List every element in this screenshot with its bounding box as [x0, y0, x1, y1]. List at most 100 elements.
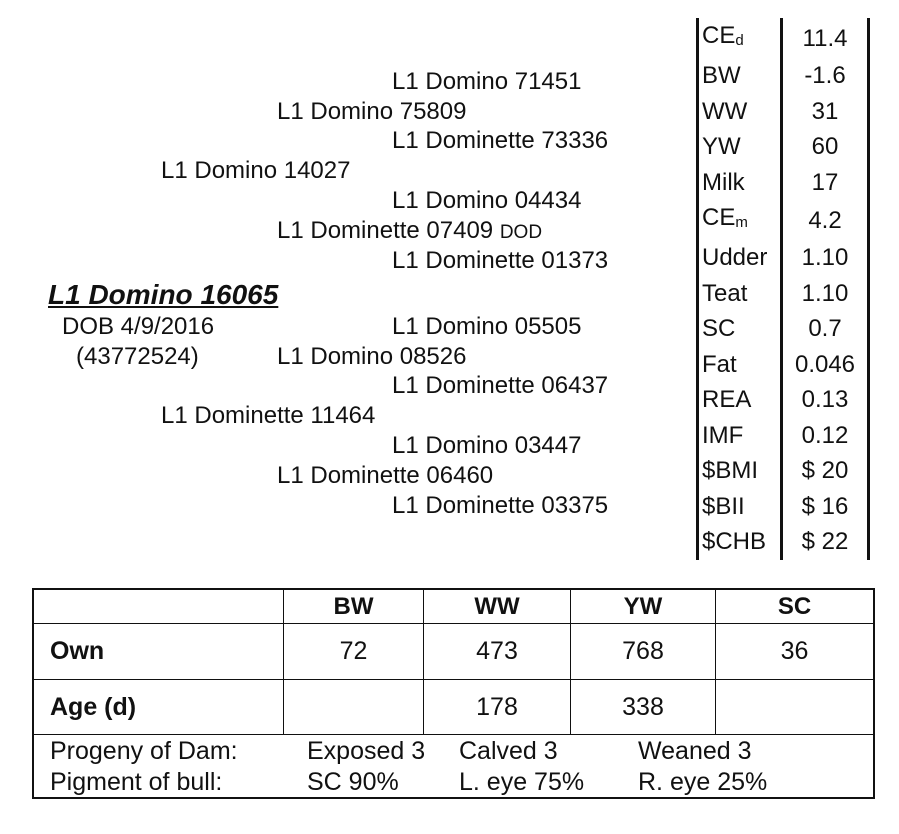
epd-label-subscript: d — [735, 32, 744, 49]
epd-label-text: WW — [702, 97, 748, 125]
performance-table: BW WW YW SC Own 72 473 768 36 Age (d) 17… — [32, 588, 875, 799]
epd-label: REA — [697, 382, 783, 418]
epd-label-text: REA — [702, 386, 752, 414]
table-row-own: Own 72 473 768 36 — [32, 623, 875, 680]
pedigree-dam-sire-sire: L1 Domino 05505 — [392, 313, 582, 340]
cell: 72 — [283, 623, 424, 680]
cell: 338 — [570, 679, 716, 735]
progeny-weaned: Weaned 3 — [638, 737, 752, 765]
pedigree-dam-sire: L1 Domino 08526 — [277, 343, 467, 370]
cell: 473 — [423, 623, 571, 680]
epd-label: $CHB — [697, 524, 783, 560]
cell: 36 — [715, 623, 875, 680]
pedigree-sire: L1 Domino 14027 — [161, 157, 351, 184]
epd-label: SC — [697, 311, 783, 347]
pedigree-sire-sire-dam: L1 Dominette 73336 — [392, 127, 609, 154]
epd-label: CEd — [697, 18, 783, 58]
epd-label-text: YW — [702, 133, 741, 161]
epd-row: $BII $ 16 — [697, 488, 869, 524]
epd-label: YW — [697, 129, 783, 165]
pigment-right-eye: R. eye 25% — [638, 768, 768, 796]
pedigree-dam: L1 Dominette 11464 — [161, 402, 376, 429]
cell — [715, 679, 875, 735]
epd-value: 4.2 — [808, 206, 842, 234]
epd-label: WW — [697, 93, 783, 129]
row-label: Own — [32, 623, 284, 680]
epd-value: $ 22 — [801, 528, 849, 556]
epd-value: 17 — [811, 168, 839, 196]
epd-label: Udder — [697, 240, 783, 276]
cell: 768 — [570, 623, 716, 680]
epd-value: 0.13 — [801, 386, 849, 414]
epd-value: $ 20 — [801, 457, 849, 485]
epd-label-text: Fat — [702, 350, 737, 378]
pigment-sc: SC 90% — [307, 768, 399, 796]
dod-note: DOD — [499, 222, 543, 243]
epd-label-text: $BMI — [702, 457, 759, 485]
epd-label-subscript: m — [735, 214, 748, 231]
epd-label-text: SC — [702, 315, 736, 343]
row-label: Age (d) — [32, 679, 284, 735]
epd-row: $BMI $ 20 — [697, 453, 869, 489]
epd-table: CEd 11.4 BW -1.6 WW 31 YW 60 Milk 17 CEm 4.2 Udder 1.… — [696, 18, 870, 560]
epd-row: BW -1.6 — [697, 58, 869, 94]
epd-label: Fat — [697, 346, 783, 382]
epd-value: $ 16 — [801, 492, 849, 520]
epd-label-text: CE — [702, 204, 736, 231]
header-sc: SC — [715, 588, 875, 624]
cell: 178 — [423, 679, 571, 735]
epd-label-text: Teat — [702, 279, 748, 307]
epd-row: WW 31 — [697, 93, 869, 129]
epd-label: $BII — [697, 488, 783, 524]
epd-row: IMF 0.12 — [697, 417, 869, 453]
epd-row: CEm 4.2 — [697, 200, 869, 240]
footer-cell: Progeny of Dam: Exposed 3 Calved 3 Weane… — [33, 734, 874, 799]
epd-row: Teat 1.10 — [697, 275, 869, 311]
epd-value: 0.7 — [808, 315, 842, 343]
epd-label-text: Udder — [702, 244, 768, 272]
epd-row: Milk 17 — [697, 164, 869, 200]
sire-dam-name: L1 Dominette 07409 — [277, 217, 494, 244]
epd-value: 1.10 — [801, 244, 849, 272]
pedigree-dam-dam: L1 Dominette 06460 — [277, 462, 494, 489]
header-blank — [32, 588, 284, 624]
epd-label: Teat — [697, 275, 783, 311]
epd-value: 0.12 — [801, 421, 849, 449]
pigment-left-eye: L. eye 75% — [459, 768, 585, 796]
progeny-calved: Calved 3 — [459, 737, 558, 765]
epd-value: -1.6 — [804, 62, 846, 90]
pedigree-sire-dam-dam: L1 Dominette 01373 — [392, 247, 609, 274]
epd-row: $CHB $ 22 — [697, 524, 869, 560]
epd-row: YW 60 — [697, 129, 869, 165]
epd-row: CEd 11.4 — [697, 18, 869, 58]
pigment-label: Pigment of bull: — [50, 768, 223, 796]
header-yw: YW — [570, 588, 716, 624]
pigment-line: Pigment of bull: SC 90% L. eye 75% R. ey… — [34, 766, 873, 797]
animal-name: L1 Domino 16065 — [48, 279, 279, 310]
pedigree-dam-sire-dam: L1 Dominette 06437 — [392, 372, 609, 399]
epd-value: 31 — [811, 97, 839, 125]
epd-label-text: $BII — [702, 492, 745, 520]
performance-header-row: BW WW YW SC — [32, 588, 875, 624]
epd-label-text: IMF — [702, 421, 744, 449]
header-ww: WW — [423, 588, 571, 624]
pedigree-dam-dam-sire: L1 Domino 03447 — [392, 432, 582, 459]
pedigree-dam-dam-dam: L1 Dominette 03375 — [392, 492, 609, 519]
epd-value: 60 — [811, 133, 839, 161]
table-row-age: Age (d) 178 338 — [32, 679, 875, 735]
epd-row: SC 0.7 — [697, 311, 869, 347]
epd-value: 0.046 — [794, 350, 856, 378]
pedigree-sire-dam: L1 Dominette 07409 DOD — [277, 218, 542, 246]
epd-value: 11.4 — [802, 24, 848, 52]
progeny-exposed: Exposed 3 — [307, 737, 426, 765]
pedigree-sire-sire-sire: L1 Domino 71451 — [392, 68, 582, 95]
footer-row: Progeny of Dam: Exposed 3 Calved 3 Weane… — [33, 734, 874, 799]
pedigree-sire-sire: L1 Domino 75809 — [277, 98, 467, 125]
progeny-line: Progeny of Dam: Exposed 3 Calved 3 Weane… — [34, 735, 873, 766]
epd-value: 1.10 — [801, 279, 849, 307]
epd-label: IMF — [697, 417, 783, 453]
epd-label: BW — [697, 58, 783, 94]
epd-row: Fat 0.046 — [697, 346, 869, 382]
progeny-label: Progeny of Dam: — [50, 737, 238, 765]
